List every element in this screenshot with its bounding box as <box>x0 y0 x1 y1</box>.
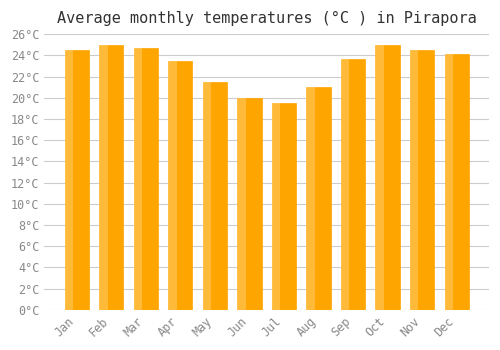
Bar <box>444 54 468 310</box>
Bar <box>341 58 365 310</box>
Bar <box>134 48 142 310</box>
Bar <box>99 45 108 310</box>
Bar <box>376 45 384 310</box>
Bar <box>203 82 227 310</box>
Bar <box>168 61 176 310</box>
Bar <box>134 48 158 310</box>
Bar <box>306 87 330 310</box>
Bar <box>272 103 296 310</box>
Bar <box>341 58 349 310</box>
Bar <box>410 50 434 310</box>
Bar <box>168 61 192 310</box>
Title: Average monthly temperatures (°C ) in Pirapora: Average monthly temperatures (°C ) in Pi… <box>57 11 476 26</box>
Bar <box>64 50 89 310</box>
Bar <box>238 98 262 310</box>
Bar <box>203 82 211 310</box>
Bar <box>306 87 315 310</box>
Bar <box>272 103 280 310</box>
Bar <box>444 54 453 310</box>
Bar <box>410 50 418 310</box>
Bar <box>376 45 400 310</box>
Bar <box>238 98 246 310</box>
Bar <box>99 45 124 310</box>
Bar <box>64 50 73 310</box>
